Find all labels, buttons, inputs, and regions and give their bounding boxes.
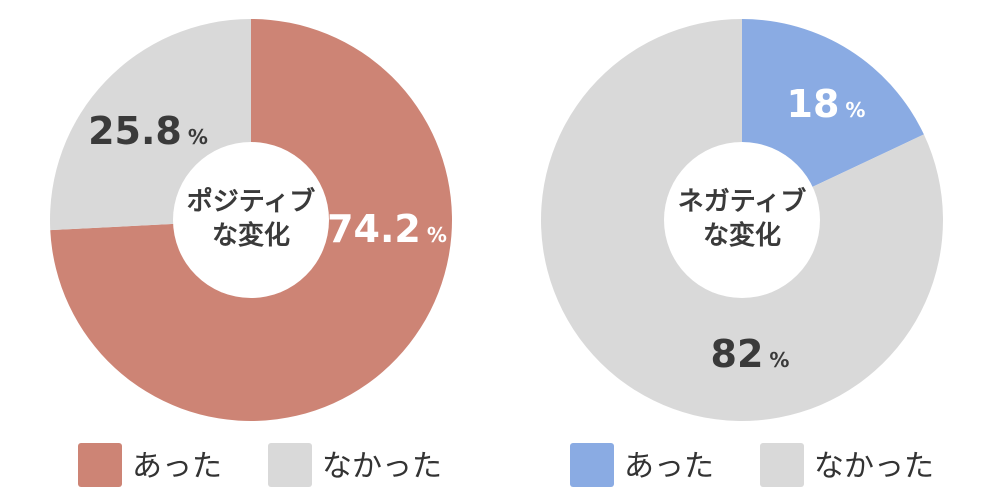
legend-swatch <box>570 443 614 487</box>
donut-hole <box>173 142 329 298</box>
legend-label: あった <box>132 449 222 484</box>
slice-value-label: 18% <box>787 82 866 126</box>
legend-swatch <box>268 443 312 487</box>
legend-item: あった <box>78 443 222 487</box>
legend-item: なかった <box>268 443 442 487</box>
donut-hole <box>664 142 820 298</box>
center-label: ポジティブな変化 <box>187 186 315 251</box>
slice-value-label: 25.8% <box>88 109 208 153</box>
slice-value-label: 82% <box>711 332 790 376</box>
legend-item: なかった <box>760 443 934 487</box>
slice-value-label: 74.2% <box>327 207 447 251</box>
center-label: ネガティブな変化 <box>678 186 806 251</box>
legend-swatch <box>78 443 122 487</box>
legend-label: なかった <box>814 449 934 484</box>
legend-label: なかった <box>322 449 442 484</box>
legend-item: あった <box>570 443 714 487</box>
donut-chart-2: ネガティブな変化 18 % 82 % あった なかった <box>541 19 943 487</box>
legend-swatch <box>760 443 804 487</box>
legend-label: あった <box>624 449 714 484</box>
donut-chart-1: ポジティブな変化 74.2 % 25.8 % あった なかった <box>50 19 452 487</box>
